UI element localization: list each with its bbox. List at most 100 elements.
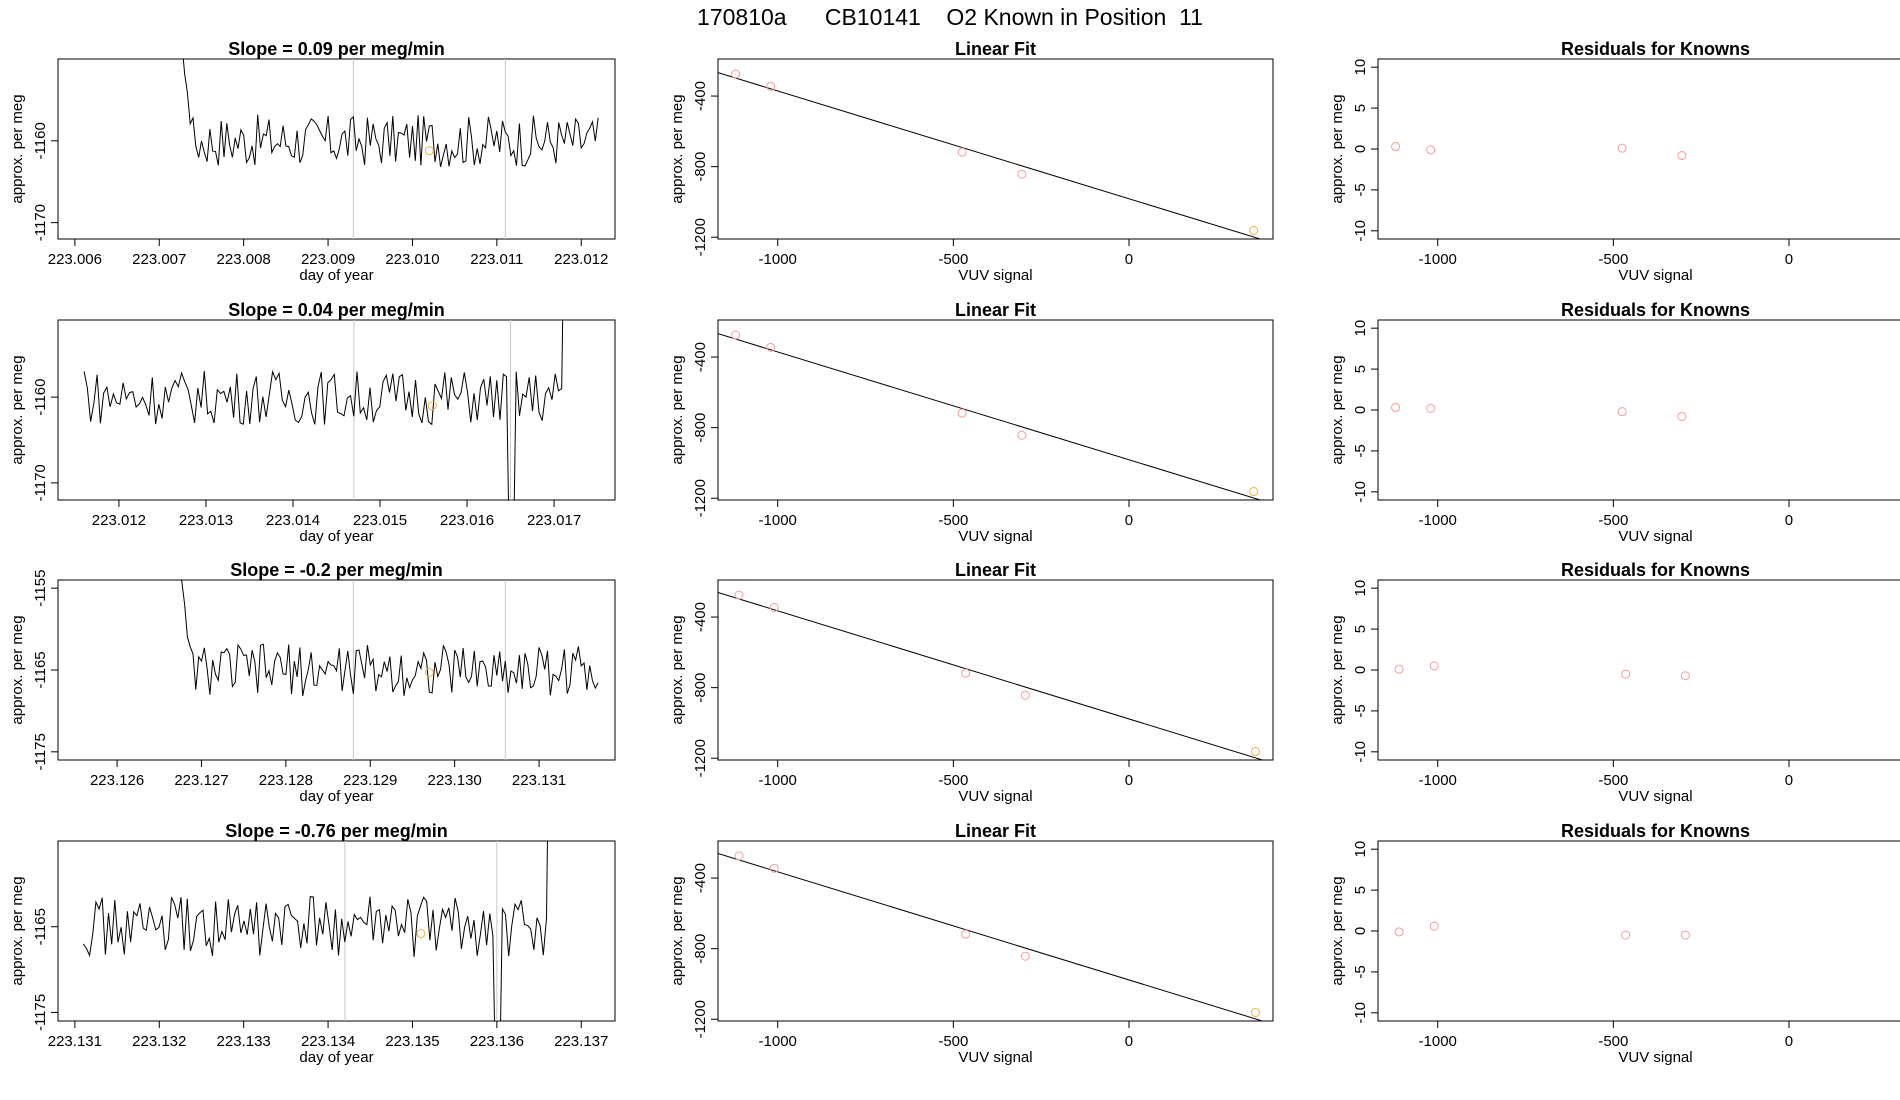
chart-4-x-tick-label: 223.017: [527, 512, 581, 529]
chart-2-point: [1249, 226, 1259, 236]
chart-9-residual-point: [1621, 669, 1631, 679]
chart-10-highlight-point: [416, 929, 426, 939]
chart-8-point: [769, 602, 779, 612]
chart-10-x-label: day of year: [299, 1049, 373, 1066]
chart-3-frame: [1377, 58, 1900, 240]
chart-6-y-tick-label: 5: [1352, 365, 1369, 373]
chart-2-x-tick-label: 0: [1125, 251, 1133, 268]
chart-2-x-label: VUV signal: [958, 267, 1032, 284]
chart-6-frame: [1377, 319, 1900, 501]
chart-4-title: Slope = 0.04 per meg/min: [228, 300, 445, 320]
chart-8-point: [1020, 690, 1030, 700]
chart-9-y-tick-label: 0: [1352, 666, 1369, 674]
chart-11-point: [769, 863, 779, 873]
chart-12-y-tick-label: -5: [1352, 965, 1369, 978]
chart-8-x-tick-label: 0: [1125, 772, 1133, 789]
chart-8-x-tick-label: -500: [938, 772, 968, 789]
chart-12-residual-point: [1621, 930, 1631, 940]
chart-9-frame: [1377, 579, 1900, 761]
chart-1-x-tick-label: 223.009: [301, 251, 355, 268]
chart-10-series-line: [82, 841, 548, 1021]
chart-10-x-tick-label: 223.132: [132, 1033, 186, 1050]
chart-6-residual-point: [1426, 403, 1436, 413]
chart-5-x-label: VUV signal: [958, 528, 1032, 545]
chart-11-y-tick-label: -800: [692, 934, 709, 964]
chart-1-x-tick-label: 223.010: [385, 251, 439, 268]
chart-6-y-label: approx. per meg: [1329, 355, 1346, 464]
chart-11-point: [1250, 1008, 1260, 1018]
chart-12-y-tick-label: 0: [1352, 927, 1369, 935]
chart-7-x-tick-label: 223.130: [428, 772, 482, 789]
chart-5-x-tick-label: -1000: [759, 512, 797, 529]
chart-2-x-tick-label: -1000: [759, 251, 797, 268]
chart-6-y-tick-label: 10: [1352, 320, 1369, 337]
chart-3-y-tick-label: 0: [1352, 145, 1369, 153]
chart-5-point: [1249, 487, 1259, 497]
chart-10-x-tick-label: 223.137: [554, 1033, 608, 1050]
chart-3-x-tick-label: 0: [1785, 251, 1793, 268]
chart-10-x-tick-label: 223.134: [301, 1033, 355, 1050]
chart-10-title: Slope = -0.76 per meg/min: [225, 821, 448, 841]
chart-11-frame: [717, 840, 1274, 1022]
chart-10-y-label: approx. per meg: [9, 876, 26, 985]
chart-3-residual-point: [1426, 145, 1436, 155]
figure-title: 170810a CB10141 O2 Known in Position 11: [697, 4, 1203, 30]
chart-4-series-line: [83, 320, 564, 500]
chart-6-x-tick-label: -500: [1598, 512, 1628, 529]
chart-5-point: [957, 408, 967, 418]
chart-4-y-tick-label: -1160: [32, 379, 49, 416]
chart-7-x-tick-label: 223.128: [259, 772, 313, 789]
chart-9-x-tick-label: 0: [1785, 772, 1793, 789]
chart-2-point: [766, 81, 776, 91]
chart-6-x-tick-label: 0: [1785, 512, 1793, 529]
chart-1-y-tick-label: -1170: [32, 204, 49, 241]
chart-11-x-tick-label: -1000: [759, 1033, 797, 1050]
chart-12-x-tick-label: -500: [1598, 1033, 1628, 1050]
chart-12-y-tick-label: -10: [1352, 1002, 1369, 1024]
chart-6-residual-point: [1391, 403, 1401, 413]
chart-12-y-tick-label: 5: [1352, 886, 1369, 894]
chart-3-x-label: VUV signal: [1618, 267, 1692, 284]
chart-12-residual-point: [1680, 930, 1690, 940]
chart-11-fit-line: [718, 852, 1265, 1021]
chart-7-x-tick-label: 223.129: [343, 772, 397, 789]
chart-4-x-tick-label: 223.015: [353, 512, 407, 529]
chart-12-y-label: approx. per meg: [1329, 876, 1346, 985]
chart-5-fit-line: [718, 333, 1262, 500]
chart-5-title: Linear Fit: [955, 300, 1036, 320]
chart-1-x-tick-label: 223.007: [132, 251, 186, 268]
chart-4-x-tick-label: 223.012: [92, 512, 146, 529]
chart-8-x-label: VUV signal: [958, 788, 1032, 805]
chart-2-point: [1017, 169, 1027, 179]
chart-2-y-tick-label: -800: [692, 152, 709, 182]
chart-3-y-tick-label: 5: [1352, 104, 1369, 112]
chart-6-y-tick-label: 0: [1352, 406, 1369, 414]
chart-3-residual-point: [1617, 143, 1627, 153]
chart-1-x-label: day of year: [299, 267, 373, 284]
chart-9-y-tick-label: 5: [1352, 625, 1369, 633]
chart-8-point: [1250, 747, 1260, 757]
chart-5-point: [731, 330, 741, 340]
chart-8-y-tick-label: -400: [692, 602, 709, 632]
chart-9-residual-point: [1429, 661, 1439, 671]
chart-4-x-tick-label: 223.014: [266, 512, 320, 529]
chart-2-fit-line: [718, 72, 1262, 239]
chart-5-y-tick-label: -400: [692, 342, 709, 372]
chart-3-y-tick-label: -10: [1352, 220, 1369, 242]
chart-11-point: [734, 851, 744, 861]
chart-12-residual-point: [1394, 927, 1404, 937]
chart-6-y-tick-label: -5: [1352, 444, 1369, 457]
chart-9-y-tick-label: -5: [1352, 704, 1369, 717]
chart-1-x-tick-label: 223.006: [48, 251, 102, 268]
chart-5-y-tick-label: -1200: [692, 479, 709, 517]
chart-6-x-tick-label: -1000: [1419, 512, 1457, 529]
chart-1-x-tick-label: 223.008: [217, 251, 271, 268]
chart-12-title: Residuals for Knowns: [1561, 821, 1750, 841]
chart-10-x-tick-label: 223.135: [385, 1033, 439, 1050]
chart-4-x-tick-label: 223.016: [440, 512, 494, 529]
chart-6-title: Residuals for Knowns: [1561, 300, 1750, 320]
chart-8-y-label: approx. per meg: [669, 615, 686, 724]
chart-7-y-tick-label: -1155: [32, 570, 49, 607]
chart-3-y-tick-label: 10: [1352, 59, 1369, 76]
chart-6-y-tick-label: -10: [1352, 481, 1369, 503]
